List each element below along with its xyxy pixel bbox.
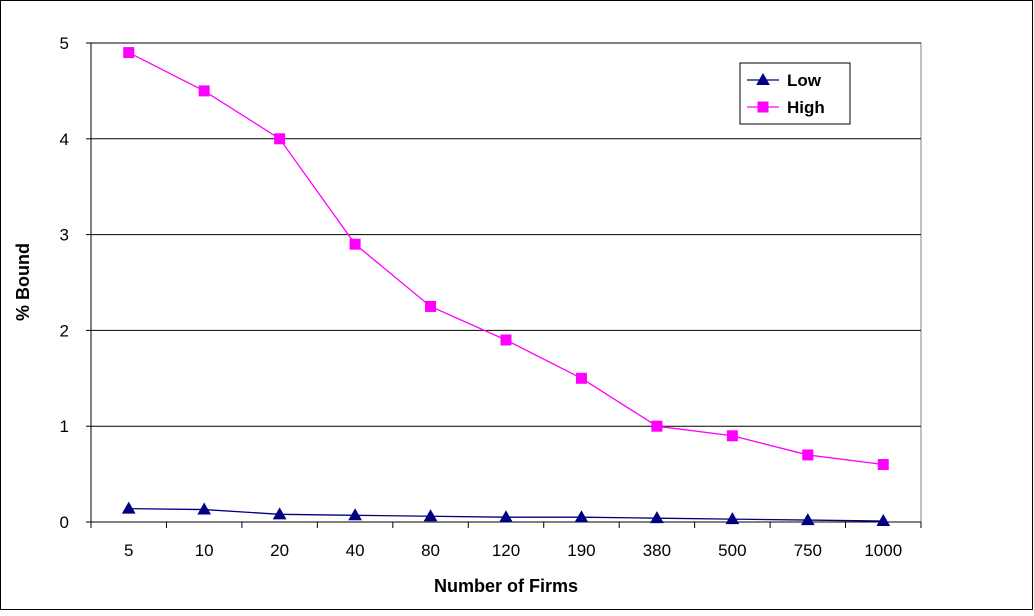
data-point-low-5 [121,501,136,514]
data-point-low-750 [800,513,815,526]
data-point-low-20 [272,507,287,520]
gridlines [91,42,921,427]
x-tick-label-500: 500 [718,541,746,560]
x-axis-title: Number of Firms [434,576,578,596]
data-point-low-120 [499,510,513,523]
data-point-low-500 [725,512,740,525]
y-axis-title: % Bound [13,243,33,321]
legend-marker-high [757,101,769,113]
data-point-low-190 [574,510,589,523]
x-tick-label-1000: 1000 [864,541,902,560]
x-tick-label-80: 80 [421,541,440,560]
data-point-low-40 [348,508,362,521]
x-tick-label-5: 5 [124,541,133,560]
data-point-high-10 [198,85,210,97]
y-tick-label-3: 3 [60,226,69,245]
legend-label-low: Low [787,71,822,90]
data-point-high-1000 [877,459,889,471]
data-point-high-750 [802,449,814,461]
y-tick-label-5: 5 [60,34,69,53]
x-tick-label-380: 380 [643,541,671,560]
data-point-low-80 [423,509,438,522]
data-point-high-120 [500,334,512,346]
series-low [121,501,891,527]
y-tick-label-2: 2 [60,321,69,340]
x-tick-label-20: 20 [270,541,289,560]
data-point-low-380 [650,511,664,524]
data-point-high-40 [349,238,361,250]
y-tick-label-0: 0 [60,513,69,532]
data-point-high-20 [274,133,286,145]
data-point-high-500 [726,430,738,442]
x-tick-label-190: 190 [567,541,595,560]
x-tick-label-120: 120 [492,541,520,560]
x-tick-label-10: 10 [195,541,214,560]
data-point-low-1000 [876,514,891,527]
x-tick-label-750: 750 [794,541,822,560]
data-point-low-10 [197,502,212,515]
data-point-high-380 [651,420,663,432]
legend: Low High [739,62,851,125]
legend-label-high: High [787,98,825,117]
data-point-high-5 [123,47,135,59]
y-tick-label-1: 1 [60,417,69,436]
series-high [123,47,889,471]
series-group [121,47,891,527]
x-tick-label-40: 40 [346,541,365,560]
legend-box [739,62,851,125]
data-point-high-80 [425,300,437,312]
legend-marker-low [756,72,770,85]
data-point-high-190 [575,372,587,384]
y-tick-label-4: 4 [60,130,69,149]
